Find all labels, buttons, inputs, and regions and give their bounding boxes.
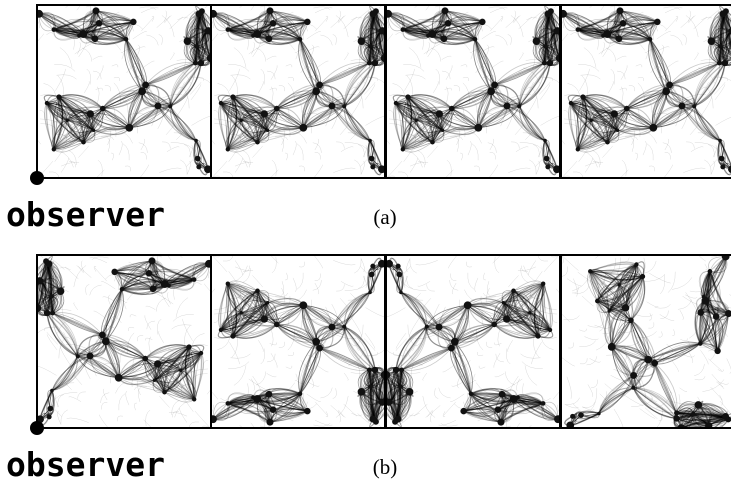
panel — [22, 242, 228, 429]
panel — [20, 0, 226, 179]
panel — [194, 0, 400, 179]
panel — [371, 254, 577, 441]
caption: (a) — [373, 205, 396, 229]
observer-dot — [30, 171, 44, 185]
panel — [194, 254, 400, 441]
panel — [544, 0, 731, 179]
caption: (b) — [373, 455, 398, 479]
observer-label: observer — [6, 445, 165, 482]
observer-dot — [30, 421, 44, 435]
observer-label: observer — [6, 195, 165, 234]
panel — [369, 0, 575, 179]
panel-row-b — [22, 237, 731, 443]
panel — [560, 237, 731, 443]
figure: observer (a) observer (b) — [0, 0, 731, 482]
panel-row-a — [20, 0, 731, 179]
page: observer (a) observer (b) (() => { const… — [0, 0, 731, 482]
